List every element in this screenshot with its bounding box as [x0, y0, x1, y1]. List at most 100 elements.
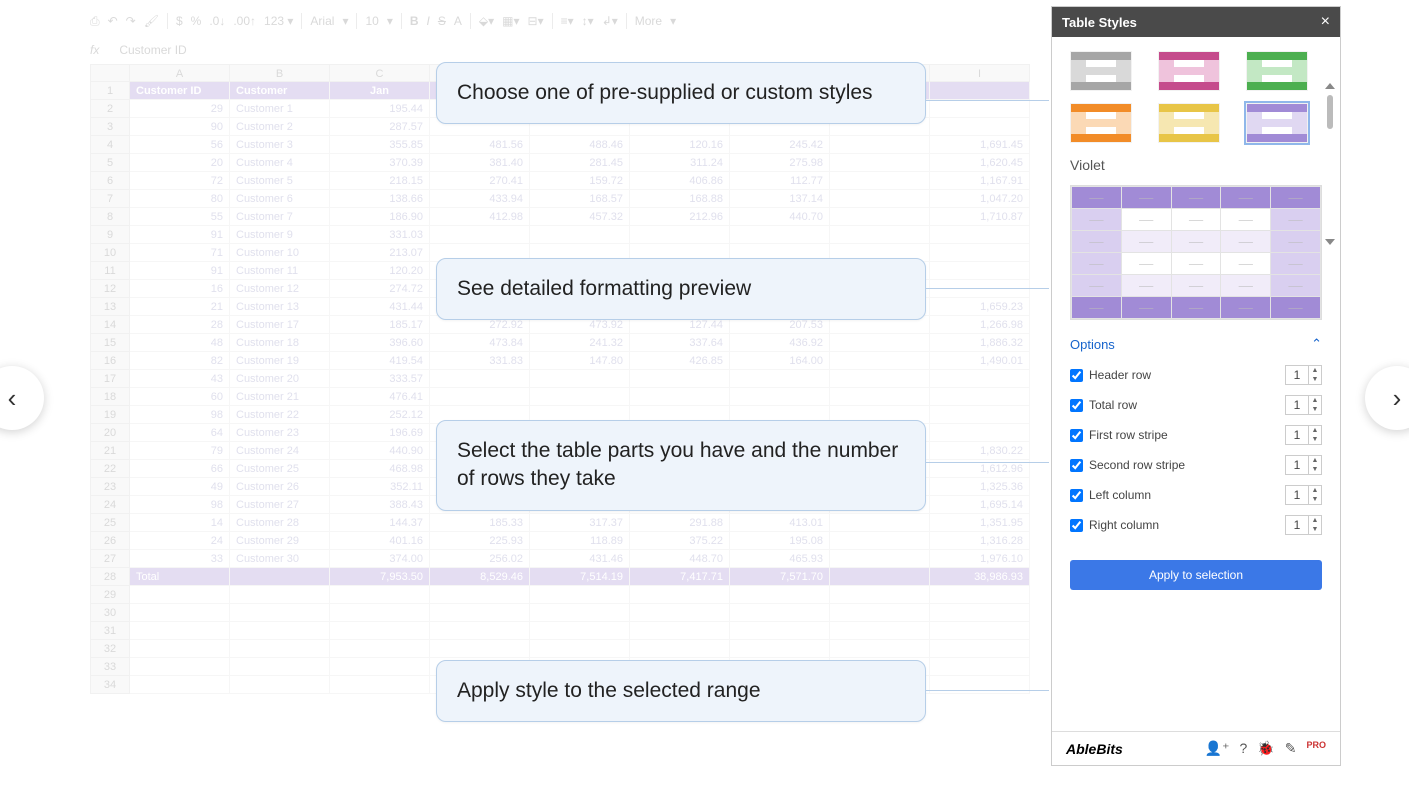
- style-preview: ⸺⸺⸺⸺⸺⸺⸺⸺⸺⸺⸺⸺⸺⸺⸺⸺⸺⸺⸺⸺⸺⸺⸺⸺⸺⸺⸺⸺⸺⸺: [1070, 185, 1322, 320]
- style-swatch[interactable]: [1158, 51, 1220, 91]
- step-down-icon[interactable]: ▼: [1309, 495, 1321, 504]
- italic-icon[interactable]: I: [427, 14, 430, 28]
- paint-icon[interactable]: 🖌: [144, 14, 159, 28]
- next-slide-button[interactable]: ›: [1365, 366, 1409, 430]
- table-row[interactable]: 672Customer 5218.15270.41159.72406.86112…: [90, 172, 1035, 190]
- fx-cellref[interactable]: Customer ID: [119, 43, 186, 57]
- table-row[interactable]: 855Customer 7186.90412.98457.32212.96440…: [90, 208, 1035, 226]
- option-1[interactable]: Total row: [1070, 398, 1137, 412]
- brand-label: AbleBits: [1066, 741, 1123, 757]
- table-row[interactable]: 456Customer 3355.85481.56488.46120.16245…: [90, 136, 1035, 154]
- option-stepper[interactable]: 1▲▼: [1285, 455, 1322, 475]
- col-A[interactable]: A: [130, 64, 230, 82]
- merge-icon[interactable]: ⊟▾: [528, 14, 544, 28]
- borders-icon[interactable]: ▦▾: [502, 14, 519, 28]
- table-row[interactable]: 780Customer 6138.66433.94168.57168.88137…: [90, 190, 1035, 208]
- option-checkbox[interactable]: [1070, 429, 1083, 442]
- option-5[interactable]: Right column: [1070, 518, 1159, 532]
- panel-title: Table Styles: [1062, 15, 1137, 30]
- sidebar-footer: AbleBits 👤⁺ ? 🐞 ✎ PRO: [1052, 731, 1340, 765]
- table-row[interactable]: 1682Customer 19419.54331.83147.80426.851…: [90, 352, 1035, 370]
- step-up-icon[interactable]: ▲: [1309, 516, 1321, 525]
- spreadsheet[interactable]: A B C D E F G H I 1Customer IDCustomerJa…: [90, 64, 1035, 694]
- wrap-icon[interactable]: ↲▾: [602, 14, 618, 28]
- option-checkbox[interactable]: [1070, 459, 1083, 472]
- options-title[interactable]: Options: [1070, 337, 1115, 352]
- bold-icon[interactable]: B: [410, 14, 419, 28]
- bug-icon[interactable]: 🐞: [1257, 740, 1274, 757]
- option-3[interactable]: Second row stripe: [1070, 458, 1185, 472]
- option-checkbox[interactable]: [1070, 369, 1083, 382]
- table-row[interactable]: 991Customer 9331.03: [90, 226, 1035, 244]
- redo-icon[interactable]: ↷: [126, 14, 136, 28]
- halign-icon[interactable]: ≡▾: [561, 14, 574, 28]
- scroll-up-icon[interactable]: [1325, 83, 1335, 89]
- style-swatch[interactable]: [1070, 51, 1132, 91]
- step-down-icon[interactable]: ▼: [1309, 465, 1321, 474]
- step-up-icon[interactable]: ▲: [1309, 486, 1321, 495]
- step-down-icon[interactable]: ▼: [1309, 435, 1321, 444]
- style-swatch[interactable]: [1246, 51, 1308, 91]
- style-swatch[interactable]: [1070, 103, 1132, 143]
- step-down-icon[interactable]: ▼: [1309, 405, 1321, 414]
- chevron-up-icon[interactable]: ⌃: [1311, 336, 1322, 352]
- styles-grid: [1052, 37, 1340, 153]
- percent-icon[interactable]: %: [191, 14, 202, 28]
- table-row[interactable]: 2514Customer 28144.37185.33317.37291.884…: [90, 514, 1035, 532]
- font-select[interactable]: Arial: [310, 14, 334, 28]
- table-row[interactable]: 1743Customer 20333.57: [90, 370, 1035, 388]
- wand-icon[interactable]: ✎: [1285, 740, 1297, 757]
- table-styles-panel: Table Styles × Violet ⸺⸺⸺⸺⸺⸺⸺⸺⸺⸺⸺⸺⸺⸺⸺⸺⸺⸺…: [1051, 6, 1341, 766]
- option-4[interactable]: Left column: [1070, 488, 1151, 502]
- decimal-dec-icon[interactable]: .0↓: [209, 14, 225, 28]
- styles-scrollbar[interactable]: [1324, 83, 1336, 223]
- table-row[interactable]: 1860Customer 21476.41: [90, 388, 1035, 406]
- step-up-icon[interactable]: ▲: [1309, 456, 1321, 465]
- help-icon[interactable]: ?: [1240, 740, 1248, 757]
- col-B[interactable]: B: [230, 64, 330, 82]
- option-stepper[interactable]: 1▲▼: [1285, 395, 1322, 415]
- valign-icon[interactable]: ↕▾: [582, 14, 594, 28]
- currency-icon[interactable]: $: [176, 14, 183, 28]
- apply-button[interactable]: Apply to selection: [1070, 560, 1322, 590]
- option-checkbox[interactable]: [1070, 399, 1083, 412]
- callout: Apply style to the selected range: [436, 660, 926, 722]
- table-row[interactable]: 2733Customer 30374.00256.02431.46448.704…: [90, 550, 1035, 568]
- scroll-thumb[interactable]: [1327, 95, 1333, 129]
- selected-style-name: Violet: [1052, 153, 1340, 181]
- print-icon[interactable]: ⎙: [90, 14, 100, 29]
- style-swatch[interactable]: [1158, 103, 1220, 143]
- col-I[interactable]: I: [930, 64, 1030, 82]
- fill-icon[interactable]: ⬙▾: [479, 14, 494, 28]
- option-stepper[interactable]: 1▲▼: [1285, 485, 1322, 505]
- step-down-icon[interactable]: ▼: [1309, 375, 1321, 384]
- strike-icon[interactable]: S: [438, 14, 446, 28]
- scroll-down-icon[interactable]: [1325, 239, 1335, 245]
- option-stepper[interactable]: 1▲▼: [1285, 515, 1322, 535]
- option-stepper[interactable]: 1▲▼: [1285, 425, 1322, 445]
- option-2[interactable]: First row stripe: [1070, 428, 1168, 442]
- option-0[interactable]: Header row: [1070, 368, 1151, 382]
- table-row[interactable]: 520Customer 4370.39381.40281.45311.24275…: [90, 154, 1035, 172]
- decimal-inc-icon[interactable]: .00↑: [233, 14, 256, 28]
- table-row[interactable]: 2624Customer 29401.16225.93118.89375.221…: [90, 532, 1035, 550]
- num-format[interactable]: 123 ▾: [264, 14, 293, 28]
- more-menu[interactable]: More: [635, 14, 662, 28]
- undo-icon[interactable]: ↶: [108, 14, 118, 28]
- option-checkbox[interactable]: [1070, 519, 1083, 532]
- step-up-icon[interactable]: ▲: [1309, 396, 1321, 405]
- step-up-icon[interactable]: ▲: [1309, 426, 1321, 435]
- step-down-icon[interactable]: ▼: [1309, 525, 1321, 534]
- col-C[interactable]: C: [330, 64, 430, 82]
- style-swatch[interactable]: [1246, 103, 1308, 143]
- text-color-icon[interactable]: A: [454, 14, 462, 28]
- option-checkbox[interactable]: [1070, 489, 1083, 502]
- font-size[interactable]: 10: [365, 14, 378, 28]
- table-row[interactable]: 1548Customer 18396.60473.84241.32337.644…: [90, 334, 1035, 352]
- callout: See detailed formatting preview: [436, 258, 926, 320]
- option-stepper[interactable]: 1▲▼: [1285, 365, 1322, 385]
- step-up-icon[interactable]: ▲: [1309, 366, 1321, 375]
- close-icon[interactable]: ×: [1321, 13, 1330, 31]
- prev-slide-button[interactable]: ‹: [0, 366, 44, 430]
- user-icon[interactable]: 👤⁺: [1205, 740, 1230, 757]
